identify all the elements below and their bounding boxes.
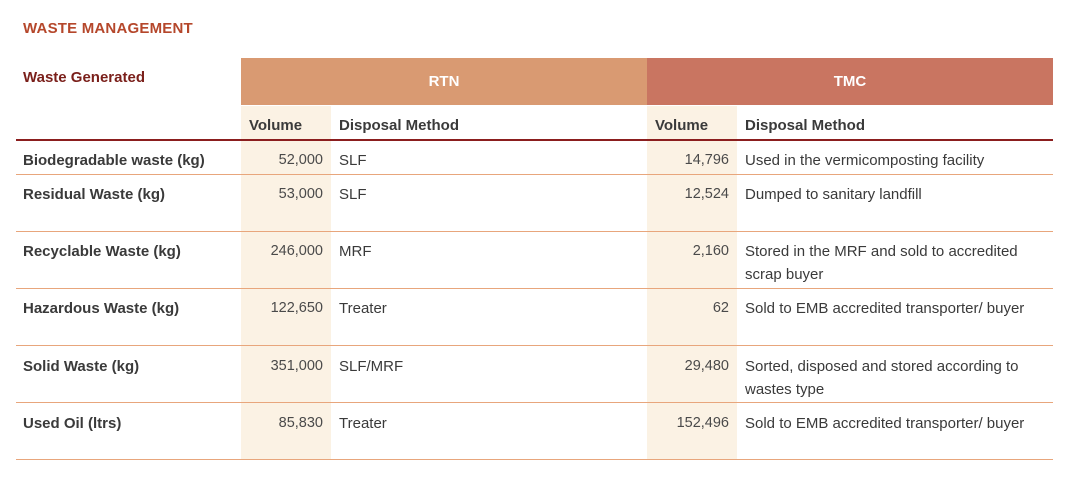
rtn-volume-header: Volume [249,117,303,134]
row-label: Hazardous Waste (kg) [23,300,180,317]
rtn-volume-cell: 246,000 [270,243,323,259]
rtn-method-cell: Treater [339,415,387,432]
tmc-method-cell: Used in the vermicomposting facility [745,152,985,169]
tmc-group-header: TMC [647,58,1053,105]
tmc-volume-cell: 12,524 [684,186,729,202]
tmc-volume-cell: 2,160 [692,243,729,259]
tmc-volume-cell: 14,796 [684,152,729,168]
rtn-volume-cell: 351,000 [270,358,323,374]
rtn-volume-column-shade [241,106,331,460]
tmc-volume-header: Volume [655,117,709,134]
tmc-disposal-header: Disposal Method [745,117,866,134]
rtn-method-cell: MRF [339,243,372,260]
rtn-method-cell: SLF [339,186,367,203]
rtn-volume-cell: 53,000 [278,186,323,202]
rtn-group-header: RTN [241,58,647,105]
tmc-method-cell: Sorted, disposed and stored according to… [745,358,1019,398]
rtn-method-cell: SLF/MRF [339,358,404,375]
tmc-method-cell: Dumped to sanitary landfill [745,186,922,203]
tmc-method-cell: Stored in the MRF and sold to accredited… [745,243,1018,283]
tmc-volume-cell: 62 [712,300,729,316]
row-label: Biodegradable waste (kg) [23,152,205,169]
header-divider [16,139,1053,141]
row-header-label: Waste Generated [23,69,145,86]
row-divider [16,174,1053,175]
row-divider [16,231,1053,232]
row-divider [16,459,1053,460]
row-label: Residual Waste (kg) [23,186,165,203]
row-divider [16,288,1053,289]
rtn-method-cell: Treater [339,300,387,317]
row-divider [16,402,1053,403]
row-label: Used Oil (ltrs) [23,415,122,432]
tmc-method-cell: Sold to EMB accredited transporter/ buye… [745,415,1025,432]
rtn-volume-cell: 122,650 [270,300,323,316]
row-divider [16,345,1053,346]
tmc-method-cell: Sold to EMB accredited transporter/ buye… [745,300,1025,317]
row-label: Recyclable Waste (kg) [23,243,181,260]
rtn-disposal-header: Disposal Method [339,117,460,134]
tmc-volume-cell: 152,496 [676,415,729,431]
section-title: WASTE MANAGEMENT [23,20,193,37]
rtn-volume-cell: 85,830 [278,415,323,431]
tmc-volume-cell: 29,480 [684,358,729,374]
rtn-method-cell: SLF [339,152,367,169]
rtn-volume-cell: 52,000 [278,152,323,168]
tmc-volume-column-shade [647,106,737,460]
row-label: Solid Waste (kg) [23,358,140,375]
